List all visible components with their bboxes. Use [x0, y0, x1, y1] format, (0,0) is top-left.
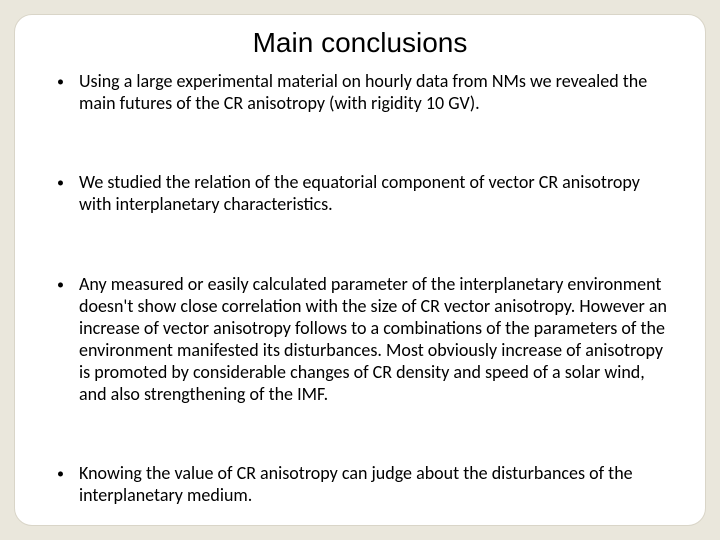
page-title: Main conclusions [53, 27, 667, 59]
slide-panel: Main conclusions Using a large experimen… [14, 14, 706, 526]
bullet-list: Using a large experimental material on h… [53, 71, 667, 507]
list-item: Knowing the value of CR anisotropy can j… [53, 463, 667, 507]
list-item: Using a large experimental material on h… [53, 71, 667, 115]
list-item: We studied the relation of the equatoria… [53, 172, 667, 216]
list-item: Any measured or easily calculated parame… [53, 274, 667, 406]
